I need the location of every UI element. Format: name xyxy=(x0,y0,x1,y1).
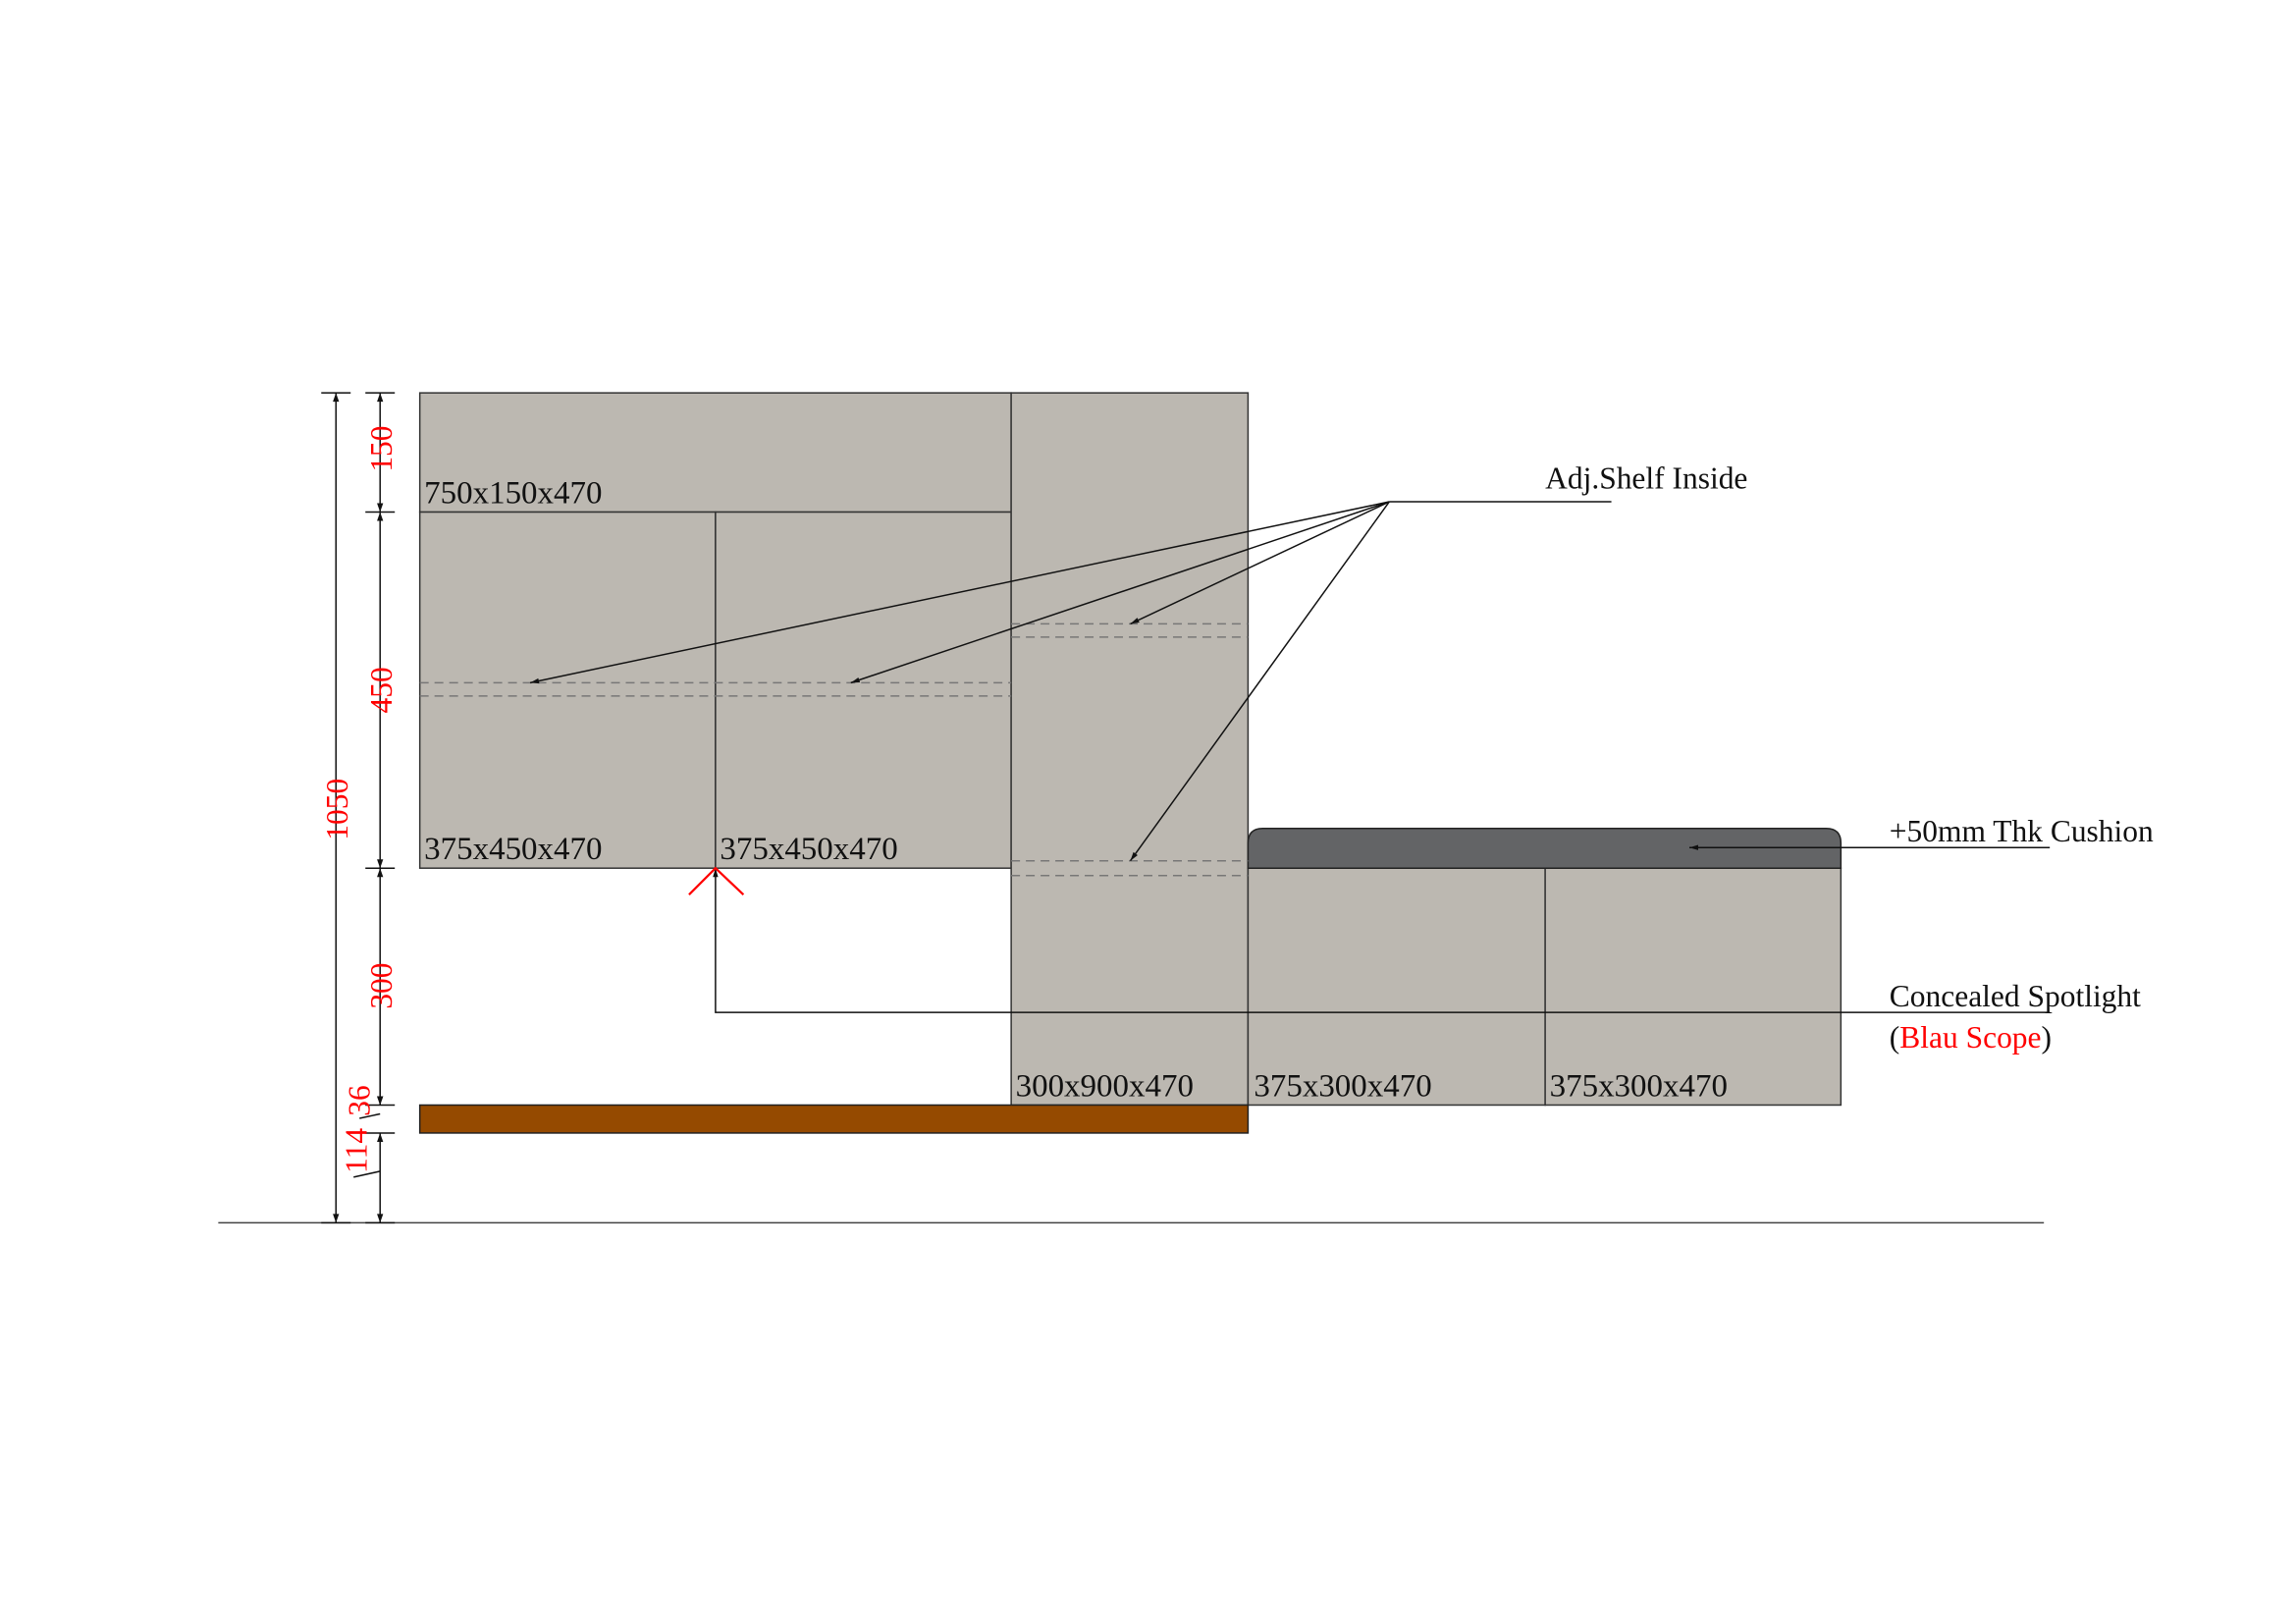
label-lower-right: 375x450x470 xyxy=(720,832,897,867)
cushion xyxy=(1247,827,1842,869)
adjustable-shelves xyxy=(419,622,1249,877)
lower-left-cabinet xyxy=(418,511,717,869)
dimension-total xyxy=(321,392,351,1224)
tall-cabinet xyxy=(1010,392,1250,1107)
dim-base-thickness-label: 36 xyxy=(343,1085,377,1115)
label-bench-right: 375x300x470 xyxy=(1550,1068,1728,1104)
dim-middle-label: 450 xyxy=(364,667,399,713)
dim-total-label: 1050 xyxy=(320,779,354,840)
label-tall: 300x900x470 xyxy=(1016,1068,1194,1104)
label-top-cabinet: 750x150x470 xyxy=(424,476,602,512)
label-lower-left: 375x450x470 xyxy=(424,832,602,867)
dimension-chain xyxy=(353,392,396,1224)
note-spotlight-brand: (Blau Scope) xyxy=(1890,1020,2052,1055)
dim-base-height-label: 114 xyxy=(340,1128,374,1173)
dim-top-label: 150 xyxy=(364,425,399,471)
note-spotlight: Concealed Spotlight xyxy=(1890,979,2141,1013)
lower-right-cabinet xyxy=(715,511,1012,869)
dim-gap-label: 300 xyxy=(364,962,399,1008)
shelf-leaders xyxy=(529,501,1612,862)
note-cushion: +50mm Thk Cushion xyxy=(1890,814,2154,848)
bench-right-cabinet xyxy=(1544,867,1842,1107)
wood-base xyxy=(418,1104,1250,1134)
note-adj-shelf: Adj.Shelf Inside xyxy=(1545,461,1747,496)
spotlight-symbol xyxy=(688,866,745,895)
bench-left-cabinet xyxy=(1247,867,1546,1107)
spotlight-leader xyxy=(713,868,2051,1013)
label-bench-left: 375x300x470 xyxy=(1254,1068,1431,1104)
